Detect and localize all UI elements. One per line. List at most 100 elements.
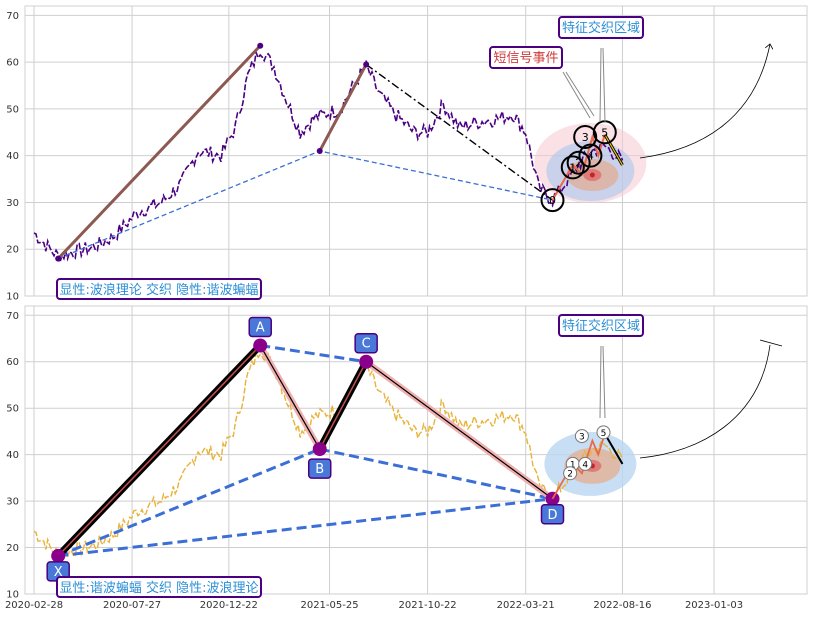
top-legend-box: 显性:波浪理论 交织 隐性:谐波蝙蝠: [56, 278, 262, 300]
zone-circle: [560, 155, 585, 180]
zone-circle-label: 4: [582, 460, 588, 470]
wave-cd-dashdot: [365, 63, 553, 201]
zone-circle: [574, 429, 589, 444]
x-axis-ticks: 2020-02-28 2020-07-27 2020-12-22 2021-05-25…: [5, 600, 743, 611]
bottom-title-text: 特征交织区域: [562, 318, 640, 334]
y-tick-label: 40: [6, 151, 19, 162]
pivot-dot: [55, 255, 62, 262]
y-tick-label: 20: [6, 543, 19, 554]
zone-center: [589, 172, 595, 178]
zone-circle: [578, 143, 603, 168]
pattern-pivot-dot: [253, 338, 268, 353]
pattern-point-label: X: [54, 565, 63, 580]
wave-leg-thin: [259, 345, 321, 450]
pattern-point-box: [248, 316, 272, 338]
pattern-point-label: A: [256, 320, 265, 335]
zone-circle-label: 3: [582, 131, 589, 144]
top-signal-text: 短信号事件: [493, 51, 558, 66]
zone-circle-label: 1: [569, 161, 576, 174]
top-panel-y-ticks: 10 20 30 40 50 60 70: [6, 11, 19, 303]
top-panel-frame: [24, 5, 808, 297]
title-callout: [599, 47, 606, 123]
zone-circle-label: 1: [570, 460, 576, 470]
y-tick-label: 60: [6, 58, 19, 69]
pattern-point-label: C: [362, 337, 371, 352]
y-tick-label: 70: [6, 311, 19, 322]
wave-segment: [57, 44, 262, 260]
harmonic-dashed-line: [260, 344, 367, 364]
harmonic-dashed-line: [58, 497, 553, 558]
zone-circle: [573, 124, 598, 149]
y-tick-label: 40: [6, 450, 19, 461]
x-tick-label: 2022-03-21: [497, 600, 555, 611]
x-tick-label: 2021-05-25: [300, 600, 358, 611]
pivot-dot: [316, 148, 323, 154]
signal-callout: [562, 71, 595, 119]
y-tick-label: 30: [6, 198, 19, 209]
x-tick-label: 2021-10-22: [399, 600, 457, 611]
zone-circle: [596, 425, 611, 440]
bottom-legend-text: 显性:谐波蝙蝠 交织 隐性:波浪理论: [59, 580, 258, 596]
zone-down-leg-inner: [604, 134, 623, 166]
pattern-pivot-dot: [51, 548, 66, 563]
bottom-panel-y-ticks: 10 20 30 40 50 60 70: [6, 311, 19, 601]
x-tick-label: 2020-12-22: [200, 600, 258, 611]
projection-arc: [639, 344, 771, 459]
top-signal-box: 短信号事件: [489, 46, 563, 69]
x-tick-label: 2020-02-28: [5, 600, 63, 611]
y-tick-label: 70: [6, 11, 19, 22]
zone-circle-label: 5: [601, 429, 607, 439]
pivot-dot: [363, 61, 370, 68]
projection-cap: [759, 339, 783, 347]
zone-circle-label: 2: [575, 157, 582, 170]
bottom-panel-frame: [24, 305, 808, 595]
price-line: [33, 49, 624, 263]
wave-leg-thin: [365, 361, 553, 500]
zone-circle-label: 3: [579, 433, 585, 443]
y-tick-label: 50: [6, 104, 19, 115]
zone-circle-label: 5: [601, 126, 608, 139]
price-line: [33, 349, 624, 561]
zone-circle: [566, 150, 591, 175]
y-tick-label: 50: [6, 404, 19, 415]
projection-arc: [639, 44, 770, 159]
title-callout: [599, 345, 606, 419]
zone-circle-label: 2: [567, 470, 573, 480]
top-legend-text: 显性:波浪理论 交织 隐性:谐波蝙蝠: [59, 282, 258, 298]
bottom-panel-marks: X A B C D 12 3 4 5: [33, 316, 783, 582]
y-tick-label: 30: [6, 497, 19, 508]
harmonic-dashed-line: [57, 447, 321, 558]
pattern-point-box: [354, 332, 378, 354]
pattern-pivot-dot: [312, 442, 327, 457]
pivot-dot: [257, 42, 264, 49]
zone-circle: [563, 466, 578, 481]
pattern-pivot-dot: [359, 354, 374, 369]
zone-circle-label: 4: [587, 150, 594, 163]
x-tick-label: 2022-08-16: [593, 600, 651, 611]
pattern-point-label: D: [547, 508, 557, 523]
top-title-box: 特征交织区域: [558, 16, 644, 39]
y-tick-label: 10: [6, 590, 19, 601]
y-tick-label: 20: [6, 245, 19, 256]
bottom-title-box: 特征交织区域: [558, 314, 644, 337]
zone-circle: [540, 188, 565, 213]
zone-circle: [578, 456, 593, 471]
x-tick-label: 2020-07-27: [103, 600, 161, 611]
zone-circle-label: 0: [549, 194, 556, 207]
top-panel-marks: 0 123 45: [33, 42, 770, 263]
wave-leg-inner: [319, 361, 367, 450]
harmonic-dashed-line: [319, 447, 553, 501]
x-tick-label: 2023-01-03: [685, 600, 743, 611]
pattern-point-box: [307, 458, 332, 479]
y-tick-label: 60: [6, 357, 19, 368]
pattern-point-box: [540, 504, 565, 525]
wave-segment: [318, 63, 368, 152]
y-tick-label: 10: [6, 292, 19, 303]
top-title-text: 特征交织区域: [562, 20, 640, 36]
pattern-point-label: B: [315, 462, 324, 477]
wave-leg-inner: [57, 344, 261, 557]
zone-down-leg: [603, 433, 624, 465]
bottom-legend-box: 显性:谐波蝙蝠 交织 隐性:波浪理论: [56, 576, 262, 598]
